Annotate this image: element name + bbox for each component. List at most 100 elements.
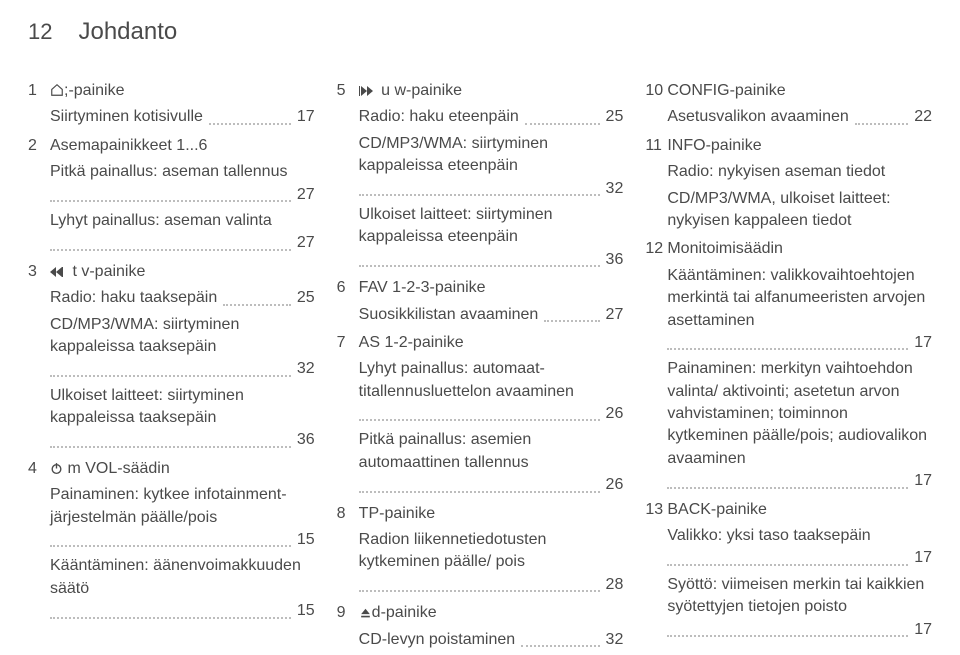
toc-entry: Ulkoiset laitteet: siirtyminen kappaleis… [50, 385, 315, 452]
item-index: 5 [337, 80, 359, 102]
entry-page: 17 [914, 470, 932, 492]
toc-entry: Radion liikennetiedo­tusten kytkeminen p… [359, 529, 624, 596]
item-index: 13 [645, 499, 667, 521]
item-index: 6 [337, 277, 359, 299]
item-title: m VOL-säädin [50, 460, 170, 477]
entry-page: 26 [606, 403, 624, 425]
item-title: AS 1-2-painike [359, 334, 464, 351]
entry-text: Syöttö: viimeisen merkin tai kaikkien sy… [667, 574, 932, 619]
entry-text: Radion liikennetiedo­tusten kytkeminen p… [359, 529, 624, 574]
entry-page: 27 [297, 232, 315, 254]
list-item: 13 BACK-painike [645, 499, 932, 521]
leader-dots [209, 123, 291, 125]
list-item: 6 FAV 1-2-3-painike [337, 277, 624, 299]
page-title: Johdanto [78, 18, 177, 46]
toc-entry: Kääntäminen: äänenvoimakkuuden säätö 15 [50, 555, 315, 622]
toc-entry: Valikko: yksi taso taaksepäin 17 [667, 525, 932, 570]
item-title: BACK-painike [667, 501, 767, 518]
item-title: Monitoimisäädin [667, 240, 783, 257]
entry-page: 17 [914, 547, 932, 569]
entry-page: 25 [606, 106, 624, 128]
list-item: 3 t v-painike [28, 261, 315, 283]
page-number: 12 [28, 19, 52, 45]
item-index: 7 [337, 332, 359, 354]
entry-text: Valikko: yksi taso taaksepäin [667, 525, 932, 547]
entry-text: Radio: nykyisen aseman tiedot [667, 163, 885, 180]
toc-entry: CD/MP3/WMA: siirtyminen kappaleissa taak… [50, 314, 315, 381]
toc-entry: Asetusvalikon avaaminen 22 [667, 106, 932, 128]
entry-text: Lyhyt painallus: aseman valinta [50, 210, 315, 232]
entry-page: 17 [297, 106, 315, 128]
toc-entry: Lyhyt painallus: aseman valinta 27 [50, 210, 315, 255]
toc-entry: Syöttö: viimeisen merkin tai kaikkien sy… [667, 574, 932, 641]
item-title: u w-painike [359, 82, 462, 99]
entry-text: Suosikkilistan avaaminen [359, 304, 539, 326]
list-item: 10 CONFIG-painike [645, 80, 932, 102]
item-title: t v-painike [50, 263, 145, 280]
entry-page: 32 [606, 178, 624, 200]
home-icon [50, 82, 64, 99]
toc-entry: CD/MP3/WMA: siirtyminen kappaleissa etee… [359, 133, 624, 200]
item-title: d-painike [359, 604, 437, 621]
item-title: TP-painike [359, 505, 435, 522]
entry-text: Ulkoiset laitteet: siirtyminen kappaleis… [359, 204, 624, 249]
toc-entry: Radio: nykyisen aseman tiedot [667, 161, 932, 183]
item-index: 12 [645, 238, 667, 260]
toc-entry: Radio: haku taaksepäin 25 [50, 287, 315, 309]
toc-entry: Radio: haku eteenpäin 25 [359, 106, 624, 128]
toc-entry: CD/MP3/WMA, ulkoiset laitteet: nykyisen … [667, 188, 932, 233]
list-item: 11 INFO-painike [645, 135, 932, 157]
entry-text: Pitkä painallus: aseman tallennus [50, 161, 315, 183]
entry-page: 26 [606, 474, 624, 496]
entry-text: Ulkoiset laitteet: siirtyminen kappaleis… [50, 385, 315, 430]
page-header: 12 Johdanto [28, 18, 932, 46]
columns: 1 ;-painike Siirtyminen kotisivulle 17 2 [28, 74, 932, 651]
entry-text: CD/MP3/WMA: siirtyminen kappaleissa etee… [359, 133, 624, 178]
entry-page: 15 [297, 600, 315, 622]
toc-entry: Ulkoiset laitteet: siirtyminen kappaleis… [359, 204, 624, 271]
toc-entry: Lyhyt painallus: automaat­titallennuslue… [359, 358, 624, 425]
list-item: 9 d-painike [337, 602, 624, 624]
item-title: ;-painike [50, 82, 124, 99]
toc-entry: Pitkä painallus: asemien automaattinen t… [359, 429, 624, 496]
entry-text: Radio: haku eteenpäin [359, 106, 519, 128]
entry-text: CD/MP3/WMA, ulkoiset laitteet: nykyisen … [667, 190, 890, 229]
entry-page: 22 [914, 106, 932, 128]
item-index: 1 [28, 80, 50, 102]
entry-text: CD-levyn poistaminen [359, 629, 516, 651]
entry-text: Lyhyt painallus: automaat­titallennuslue… [359, 358, 624, 403]
entry-page: 15 [297, 529, 315, 551]
list-item: 8 TP-painike [337, 503, 624, 525]
toc-entry: Painaminen: merkityn vaihtoehdon valinta… [667, 358, 932, 492]
toc-entry: Suosikkilistan avaaminen 27 [359, 304, 624, 326]
column-1: 1 ;-painike Siirtyminen kotisivulle 17 2 [28, 74, 315, 651]
item-index: 9 [337, 602, 359, 624]
entry-text: Siirtyminen kotisivulle [50, 106, 203, 128]
entry-text: Kääntäminen: valikkovaih­toehtojen merki… [667, 265, 932, 332]
entry-page: 27 [297, 184, 315, 206]
toc-entry: CD-levyn poistaminen 32 [359, 629, 624, 651]
entry-text: CD/MP3/WMA: siirtyminen kappaleissa taak… [50, 314, 315, 359]
entry-page: 32 [606, 629, 624, 651]
page-root: 12 Johdanto 1 ;-painike Siirtyminen koti… [0, 0, 960, 655]
list-item: 12 Monitoimisäädin [645, 238, 932, 260]
item-index: 4 [28, 458, 50, 480]
item-title: INFO-painike [667, 137, 761, 154]
list-item: 4 m VOL-säädin [28, 458, 315, 480]
entry-page: 17 [914, 332, 932, 354]
entry-text: Pitkä painallus: asemien automaattinen t… [359, 429, 624, 474]
column-3: 10 CONFIG-painike Asetusvalikon avaamine… [645, 74, 932, 651]
toc-entry: Siirtyminen kotisivulle 17 [50, 106, 315, 128]
entry-page: 36 [606, 249, 624, 271]
power-icon [50, 460, 63, 477]
list-item: 2 Asemapainikkeet 1...6 [28, 135, 315, 157]
column-2: 5 u w-painike Radio: haku eteenpäin 25 C… [337, 74, 624, 651]
toc-entry: Pitkä painallus: aseman tallennus 27 [50, 161, 315, 206]
entry-page: 28 [606, 574, 624, 596]
item-index: 10 [645, 80, 667, 102]
entry-text: Painaminen: merkityn vaihtoehdon valinta… [667, 358, 932, 470]
item-index: 2 [28, 135, 50, 157]
prev-icon [50, 263, 68, 280]
list-item: 5 u w-painike [337, 80, 624, 102]
entry-text: Radio: haku taaksepäin [50, 287, 217, 309]
